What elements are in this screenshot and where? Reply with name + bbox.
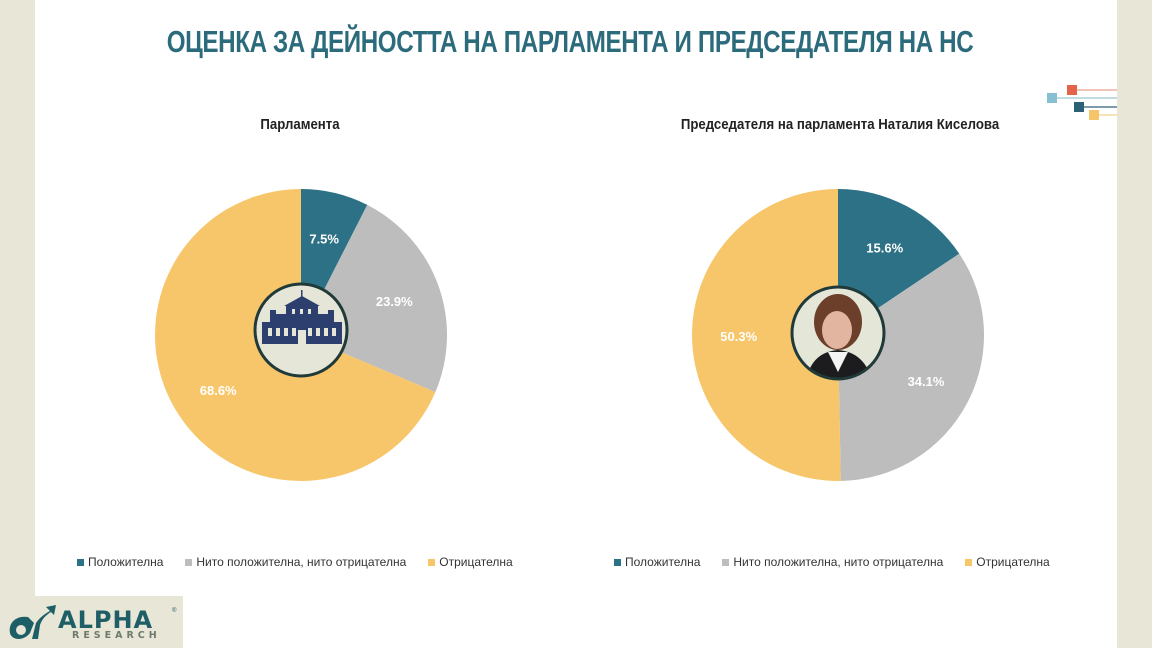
legend-swatch-neutral [722, 558, 730, 566]
pie-slice-neutral [838, 253, 984, 481]
legend-item-neutral: Нито положителна, нито отрицателна [722, 555, 943, 569]
logo-subtext: RESEARCH [72, 630, 161, 641]
legend-parliament: Положителна Нито положителна, нито отриц… [77, 553, 535, 571]
legend-label: Отрицателна [976, 555, 1050, 569]
logo-registered-mark: ® [172, 608, 177, 614]
pie-label-positive: 7.5% [309, 231, 339, 246]
pie-label-negative: 68.6% [200, 383, 237, 398]
chart-title-chairperson: Председателя на парламента Наталия Кисел… [680, 116, 1000, 133]
legend-label: Положителна [88, 555, 164, 569]
parliament-building-icon [253, 282, 349, 378]
legend-swatch-negative [965, 558, 973, 566]
decorative-lines-icon [1047, 85, 1117, 120]
legend-label: Положителна [625, 555, 701, 569]
legend-swatch-neutral [185, 558, 193, 566]
page-title: ОЦЕНКА ЗА ДЕЙНОСТТА НА ПАРЛАМЕНТА И ПРЕД… [166, 24, 974, 59]
alpha-research-logo-icon [9, 605, 56, 639]
legend-item-positive: Положителна [614, 555, 700, 569]
pie-slice-negative [691, 189, 841, 481]
legend-item-negative: Отрицателна [965, 555, 1050, 569]
chart-title-parliament: Парламента [260, 116, 340, 133]
legend-swatch-positive [614, 558, 621, 566]
legend-label: Нито положителна, нито отрицателна [196, 555, 407, 569]
legend-item-negative: Отрицателна [428, 555, 513, 569]
legend-item-positive: Положителна [77, 555, 163, 569]
legend-swatch-negative [428, 558, 436, 566]
pie-label-negative: 50.3% [720, 329, 757, 344]
pie-label-neutral: 34.1% [908, 374, 945, 389]
pie-label-neutral: 23.9% [376, 294, 413, 309]
legend-label: Нито положителна, нито отрицателна [733, 555, 944, 569]
chairperson-portrait [790, 285, 886, 381]
legend-item-neutral: Нито положителна, нито отрицателна [185, 555, 406, 569]
logo-text: ALPHA [58, 606, 154, 634]
pie-label-positive: 15.6% [866, 240, 903, 255]
legend-label: Отрицателна [439, 555, 513, 569]
legend-chairperson: Положителна Нито положителна, нито отриц… [614, 553, 1072, 571]
legend-swatch-positive [77, 558, 84, 566]
